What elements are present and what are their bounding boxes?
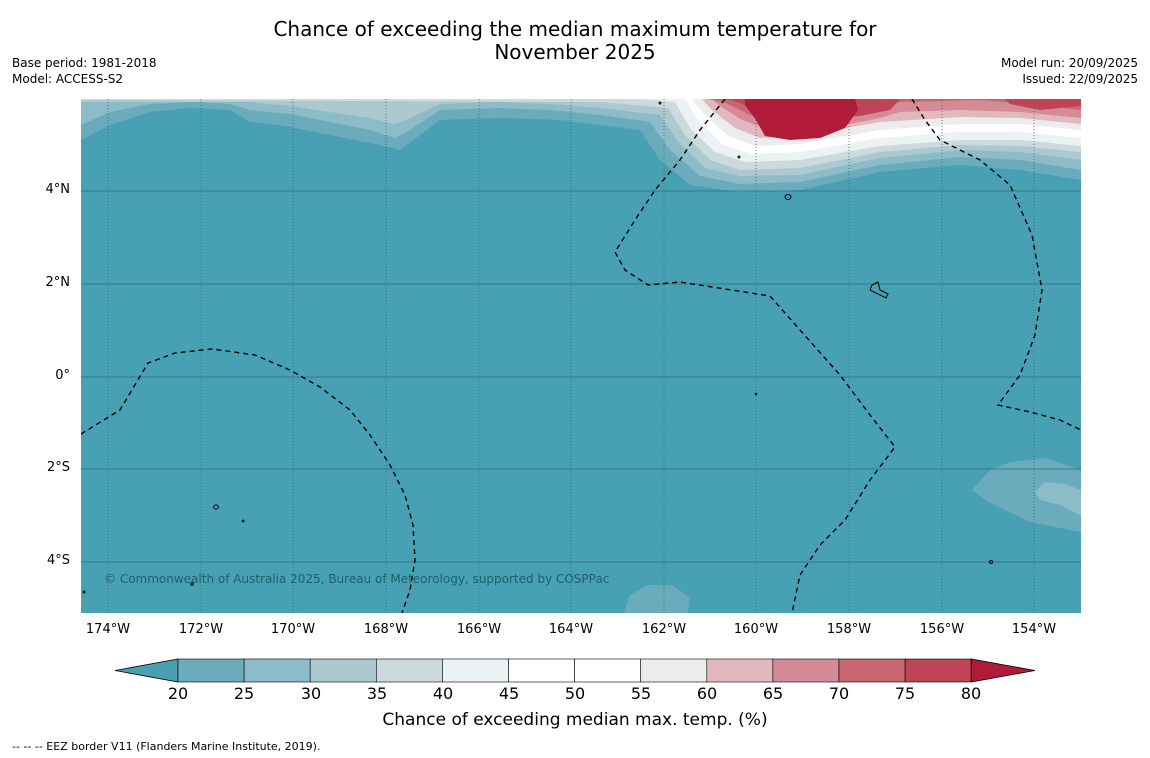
- lat-tick-2n: 2°N: [45, 275, 71, 290]
- colorbar-extend-low: [114, 658, 179, 683]
- colorbar-label-25: 25: [233, 684, 255, 703]
- colorbar-segment-65-70: [772, 658, 840, 683]
- warm-band-max: [745, 99, 858, 140]
- forecast-map: [81, 99, 1081, 613]
- colorbar-segment-35-40: [375, 658, 443, 683]
- model-run: Model run: 20/09/2025: [1000, 56, 1138, 70]
- colorbar-label-45: 45: [498, 684, 520, 703]
- colorbar-label-50: 50: [564, 684, 586, 703]
- colorbar-label-65: 65: [762, 684, 784, 703]
- cool-patch-se: [972, 458, 1081, 532]
- lon-tick-160w: 160°W: [733, 622, 779, 637]
- model-name: Model: ACCESS-S2: [12, 72, 124, 86]
- lat-tick-2s: 2°S: [46, 460, 70, 475]
- colorbar-segment-70-75: [838, 658, 906, 683]
- islands: [82, 101, 993, 594]
- map-title: Chance of exceeding the median maximum t…: [0, 18, 1150, 64]
- map-background: [81, 99, 1081, 613]
- lon-tick-162w: 162°W: [641, 622, 687, 637]
- map-title-line1: Chance of exceeding the median maximum t…: [273, 17, 877, 41]
- lon-tick-172w: 172°W: [178, 622, 224, 637]
- colorbar-label-55: 55: [630, 684, 652, 703]
- lon-tick-174w: 174°W: [85, 622, 131, 637]
- colorbar-segment-40-45: [442, 658, 509, 683]
- map-title-line2: November 2025: [494, 40, 656, 64]
- meta-left: Base period: 1981-2018 Model: ACCESS-S2: [12, 55, 157, 87]
- colorbar-label-40: 40: [432, 684, 454, 703]
- colorbar-segment-60-65: [706, 658, 774, 683]
- lat-tick-4n: 4°N: [45, 182, 71, 197]
- issued-date: Issued: 22/09/2025: [1022, 72, 1138, 86]
- colorbar-label-70: 70: [828, 684, 850, 703]
- colorbar-title: Chance of exceeding median max. temp. (%…: [382, 710, 768, 730]
- colorbar-segment-50-55: [574, 658, 641, 683]
- lon-tick-158w: 158°W: [826, 622, 872, 637]
- colorbar-label-35: 35: [366, 684, 388, 703]
- colorbar-label-60: 60: [696, 684, 718, 703]
- colorbar-segment-75-80: [904, 658, 972, 683]
- colorbar-extend-high: [970, 658, 1036, 683]
- lat-tick-4s: 4°S: [46, 553, 70, 568]
- lon-tick-156w: 156°W: [919, 622, 965, 637]
- colorbar-label-75: 75: [894, 684, 916, 703]
- lon-tick-154w: 154°W: [1011, 622, 1057, 637]
- lon-tick-166w: 166°W: [456, 622, 502, 637]
- eez-borders: [81, 99, 1081, 613]
- base-period: Base period: 1981-2018: [12, 56, 157, 70]
- colorbar-label-80: 80: [960, 684, 982, 703]
- colorbar-segment-30-35: [309, 658, 377, 683]
- colorbar-segment-20-25: [177, 658, 245, 683]
- eez-footnote: -- -- -- EEZ border V11 (Flanders Marine…: [12, 740, 321, 753]
- warm-band-80b: [1005, 99, 1081, 110]
- lat-tick-0: 0°: [55, 368, 70, 383]
- copyright-notice: © Commonwealth of Australia 2025, Bureau…: [104, 572, 610, 586]
- cool-patch-se-inner: [1035, 482, 1081, 516]
- colorbar-segment-55-60: [640, 658, 708, 683]
- lon-tick-170w: 170°W: [270, 622, 316, 637]
- meta-right: Model run: 20/09/2025 Issued: 22/09/2025: [1001, 55, 1138, 87]
- colorbar-label-30: 30: [300, 684, 322, 703]
- lon-tick-164w: 164°W: [548, 622, 594, 637]
- colorbar-segment-45-50: [508, 658, 575, 683]
- cool-patch-south: [624, 585, 690, 613]
- gridlines: [81, 99, 1081, 613]
- lon-tick-168w: 168°W: [363, 622, 409, 637]
- colorbar-label-20: 20: [167, 684, 189, 703]
- colorbar-segment-25-30: [243, 658, 311, 683]
